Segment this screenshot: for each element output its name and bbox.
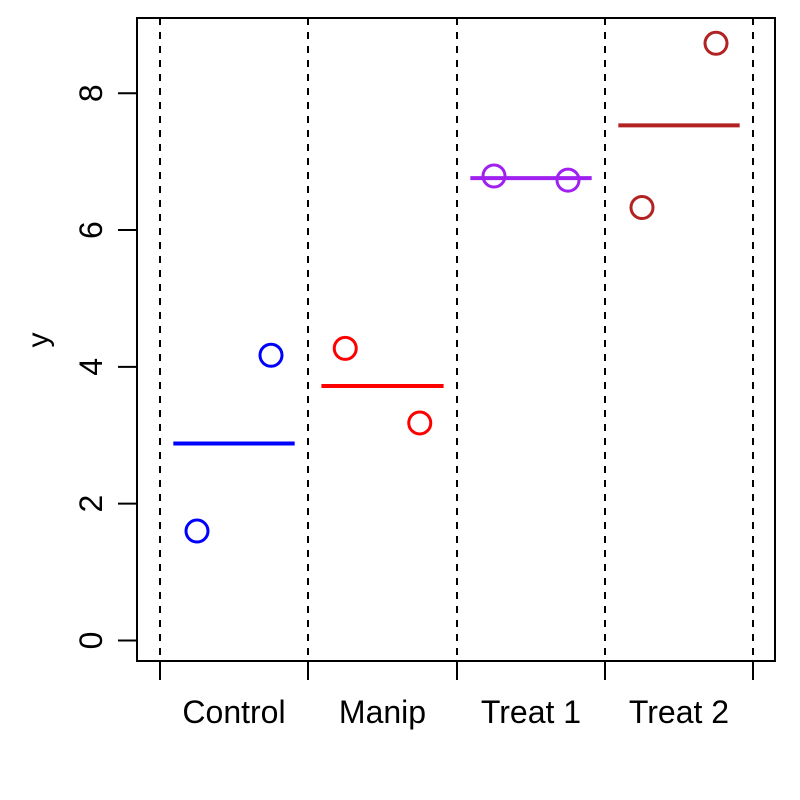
x-tick-label-control: Control — [182, 694, 285, 730]
x-axis: Control Manip Treat 1 Treat 2 — [159, 661, 754, 730]
data-point-treat-1-2 — [555, 167, 581, 193]
y-axis-label: y — [22, 333, 55, 348]
y-tick-label-0: 0 — [73, 632, 109, 650]
data-point-treat-2-2 — [703, 30, 729, 56]
y-tick-label-6: 6 — [73, 221, 109, 239]
data-point-manip-2 — [407, 410, 433, 436]
data-point-treat-2-1 — [629, 194, 655, 220]
x-tick-label-treat-1: Treat 1 — [481, 694, 581, 730]
group-separators — [159, 18, 754, 661]
data-point-manip-1 — [332, 335, 358, 361]
data-point-treat-1-1 — [481, 163, 507, 189]
y-tick-label-2: 2 — [73, 495, 109, 513]
data-point-control-2 — [258, 342, 284, 368]
y-tick-label-4: 4 — [73, 358, 109, 376]
y-axis: 0 2 4 6 8 — [73, 84, 137, 649]
x-tick-label-treat-2: Treat 2 — [629, 694, 729, 730]
y-tick-label-8: 8 — [73, 84, 109, 102]
x-tick-label-manip: Manip — [339, 694, 426, 730]
data-points — [184, 30, 729, 544]
data-point-control-1 — [184, 518, 210, 544]
group-mean-lines — [173, 123, 740, 446]
